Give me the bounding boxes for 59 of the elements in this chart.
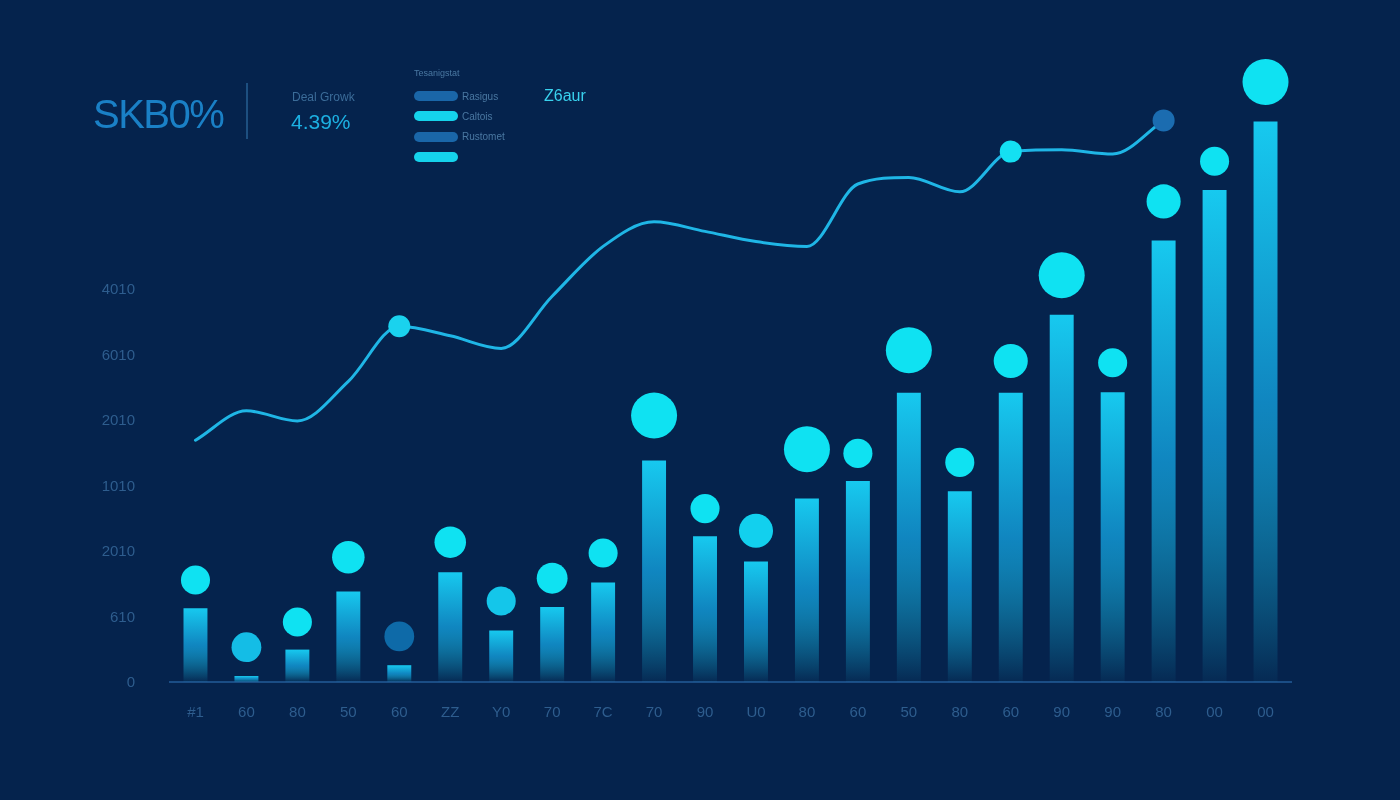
- bar: [438, 572, 463, 682]
- annotation: Rasigus: [462, 91, 499, 102]
- text: 6010: [101, 345, 135, 363]
- annotation: Deal Growk: [292, 90, 355, 104]
- text: 1010: [101, 476, 135, 494]
- x-tick-label: ZZ: [441, 703, 460, 721]
- x-tick-label: 80: [951, 703, 969, 721]
- bar: [1049, 314, 1074, 682]
- x-tick-label: 90: [1104, 703, 1121, 721]
- bar: [183, 608, 208, 682]
- x-tick-label: 80: [798, 703, 816, 721]
- bar: [540, 607, 565, 682]
- x-tick-label: 60: [1002, 703, 1020, 721]
- x-tick-label: 50: [340, 703, 357, 721]
- text: 4010: [101, 280, 135, 297]
- bar: [693, 536, 717, 682]
- x-tick-label: 7C: [593, 703, 613, 721]
- text: 610: [109, 607, 135, 625]
- bar: [896, 392, 921, 682]
- x-tick-label: 60: [849, 703, 867, 721]
- annotation: 4.39%: [291, 110, 351, 133]
- annotation: SKB0%: [93, 92, 224, 136]
- bar: [1253, 121, 1278, 682]
- bar: [998, 392, 1023, 682]
- x-tick-label: Y0: [492, 703, 511, 721]
- bar: [947, 491, 972, 682]
- bar: [1151, 240, 1176, 682]
- bar: [591, 582, 616, 682]
- x-tick-label: 70: [645, 703, 663, 721]
- bar: [336, 591, 361, 682]
- x-tick-label: 50: [900, 703, 918, 721]
- text: 0: [126, 673, 135, 690]
- bar: [387, 665, 412, 682]
- bar: [642, 460, 667, 682]
- x-tick-label: 60: [390, 703, 408, 721]
- bar: [845, 481, 870, 682]
- x-tick-label: 90: [1053, 703, 1071, 721]
- bar: [285, 649, 310, 682]
- bar: [1100, 392, 1125, 682]
- bar: [794, 498, 819, 682]
- bar: [489, 630, 514, 682]
- x-tick-label: #1: [187, 703, 204, 721]
- annotation: Caltois: [462, 111, 493, 122]
- bar: [234, 676, 259, 682]
- x-tick-label: 70: [543, 703, 561, 721]
- bar: [1202, 190, 1227, 682]
- x-tick-label: 60: [238, 703, 255, 721]
- x-tick-label: 00: [1206, 703, 1223, 721]
- x-tick-label: 90: [696, 703, 714, 721]
- text: 2010: [101, 411, 135, 428]
- x-tick-label: 80: [1155, 703, 1172, 721]
- annotation: Rustomet: [462, 131, 505, 142]
- text: Tesanigstat: [414, 68, 460, 78]
- x-tick-label: 80: [289, 703, 306, 721]
- text: 2010: [101, 542, 135, 559]
- x-tick-label: 00: [1257, 703, 1274, 721]
- bar: [744, 561, 768, 682]
- annotation: Z6aur: [544, 87, 586, 104]
- x-tick-label: U0: [746, 703, 766, 721]
